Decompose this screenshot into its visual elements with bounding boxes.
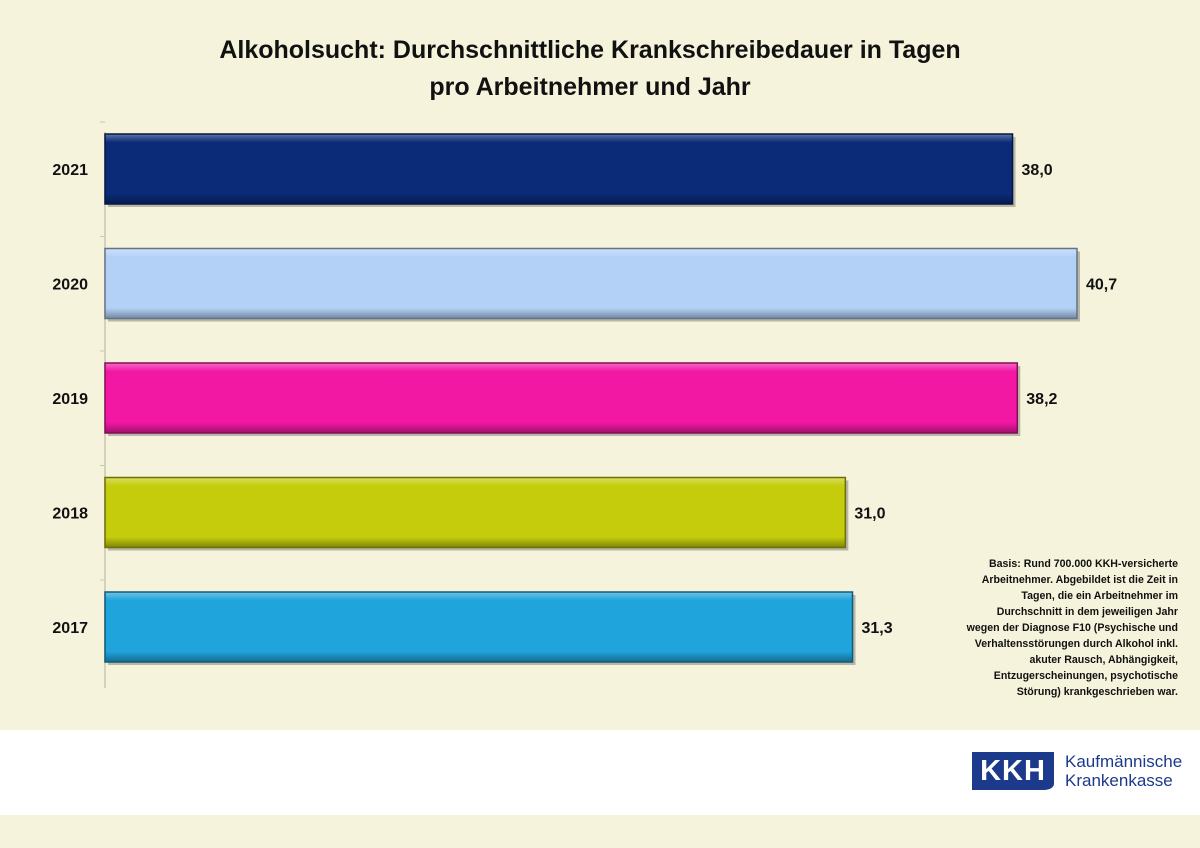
chart-title: Alkoholsucht: Durchschnittliche Kranksch… [0, 32, 1180, 106]
category-label: 2020 [52, 277, 88, 294]
kkh-logo-text: Kaufmännische Krankenkasse [1065, 752, 1182, 790]
footnote-line: Verhaltensstörungen durch Alkohol inkl. [974, 638, 1178, 650]
data-label: 31,0 [854, 506, 885, 523]
chart-title-line-1: Alkoholsucht: Durchschnittliche Kranksch… [219, 36, 961, 64]
bar-chart: 2021 38,0 2020 40,7 2019 38,2 2018 31,0 2017 31,3 [52, 121, 1117, 688]
chart-subtitle: pro Arbeitnehmer und Jahr [429, 73, 751, 101]
footnote-line: Arbeitnehmer. Abgebildet ist die Zeit in [981, 574, 1178, 586]
footnote-line: Durchschnitt in dem jeweiligen Jahr [996, 606, 1178, 618]
footnote: Basis: Rund 700.000 KKH-versicherte Arbe… [950, 556, 1178, 700]
data-label: 40,7 [1086, 277, 1117, 294]
data-label: 38,0 [1022, 162, 1053, 179]
bar-2018 [104, 476, 847, 549]
footer-strip [0, 815, 1200, 848]
footnote-line: Störung) krankgeschrieben war. [1016, 686, 1178, 698]
footnote-line: Entzugerscheinungen, psychotische [993, 670, 1178, 682]
footnote-line: Basis: Rund 700.000 KKH-versicherte [988, 558, 1178, 570]
footnote-line: Tagen, die ein Arbeitnehmer im [1021, 590, 1178, 602]
data-label: 31,3 [862, 620, 893, 637]
data-label: 38,2 [1026, 391, 1057, 408]
logo-line-2: Krankenkasse [1065, 771, 1173, 790]
bar-2017 [104, 591, 854, 663]
kkh-logo: KKH Kaufmännische Krankenkasse [972, 752, 1182, 796]
category-label: 2018 [52, 506, 88, 523]
bar-2019 [104, 362, 1019, 434]
bar-2021 [104, 133, 1014, 205]
category-label: 2019 [52, 391, 88, 408]
kkh-logo-mark: KKH [972, 752, 1054, 790]
bar-2020 [104, 247, 1078, 320]
category-label: 2017 [52, 620, 88, 637]
footnote-line: wegen der Diagnose F10 (Psychische und [966, 622, 1178, 634]
category-label: 2021 [52, 162, 88, 179]
logo-line-1: Kaufmännische [1065, 752, 1183, 771]
footnote-line: akuter Rausch, Abhängigkeit, [1029, 654, 1178, 666]
